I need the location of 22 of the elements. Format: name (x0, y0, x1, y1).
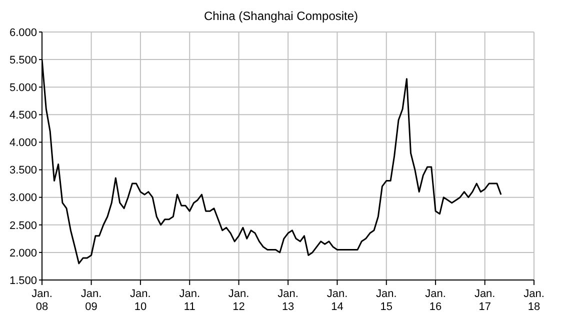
x-tick-label: Jan. 11 (179, 288, 200, 313)
y-tick-label: 4.000 (9, 137, 37, 150)
x-tick-label: Jan. 08 (32, 288, 52, 313)
x-tick-label: Jan. 16 (425, 288, 446, 313)
y-tick-label: 5.000 (9, 82, 37, 94)
x-tick-label: Jan. 15 (376, 288, 397, 313)
x-tick-label: Jan. 10 (130, 288, 151, 313)
x-tick-label: Jan. 09 (80, 288, 102, 313)
x-tick-label: Jan. 14 (326, 288, 348, 313)
y-tick-label: 4.500 (9, 110, 37, 122)
y-tick-label: 6.000 (9, 26, 37, 39)
y-tick-label: 2.000 (9, 247, 37, 260)
y-tick-label: 2.500 (9, 220, 37, 232)
x-tick-label: Jan. 12 (228, 288, 250, 313)
y-tick-label: 3.000 (9, 192, 37, 204)
x-tick-label: Jan. 13 (278, 288, 298, 313)
y-tick-label: 5.500 (9, 54, 37, 66)
y-tick-label: 3.500 (9, 164, 37, 177)
y-tick-label: 1.500 (9, 274, 37, 287)
x-tick-label: Jan. 17 (474, 288, 496, 313)
x-tick-label: Jan. 18 (524, 288, 544, 313)
chart-title: China (Shanghai Composite) (202, 8, 360, 24)
